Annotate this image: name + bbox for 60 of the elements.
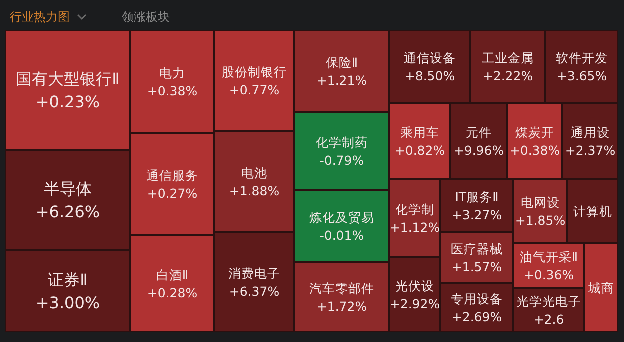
data-label: +2.37% [565, 143, 616, 158]
category-label: 乘用车 [400, 124, 440, 140]
category-label: 城商 [588, 280, 614, 296]
category-label: 光伏设 [396, 278, 434, 294]
data-label: +0.28% [147, 286, 198, 301]
data-label: +6.37% [229, 284, 280, 300]
category-label: 电网设 [521, 194, 560, 210]
category-label: 半导体 [44, 179, 92, 198]
category-label: 专用设备 [451, 291, 503, 306]
category-label: 证券Ⅱ [48, 270, 88, 290]
data-label: -0.01% [320, 228, 364, 244]
category-label: 炼化及贸易 [310, 210, 374, 225]
category-label: 通用设 [571, 124, 610, 140]
data-label: +1.57% [452, 260, 502, 275]
data-label: +2.69% [452, 310, 502, 325]
category-label: 白酒Ⅱ [156, 267, 189, 282]
category-label: 医疗器械 [451, 241, 503, 256]
data-label: +0.23% [36, 92, 100, 112]
category-label: 软件开发 [556, 50, 608, 66]
category-label: 化学制药 [316, 134, 368, 150]
data-label: +0.82% [394, 143, 446, 158]
data-label: +0.38% [510, 143, 560, 158]
data-label: +2.6 [534, 312, 564, 328]
category-label: 化学制 [396, 202, 434, 217]
category-label: 油气开采Ⅱ [520, 249, 578, 264]
category-label: 电力 [160, 65, 186, 80]
category-label: 计算机 [574, 204, 612, 219]
category-label: IT服务Ⅱ [455, 189, 499, 204]
category-label: 通信服务 [146, 168, 198, 183]
data-label: +0.77% [229, 82, 280, 98]
category-label: 保险Ⅱ [326, 54, 358, 70]
category-label: 国有大型银行Ⅱ [16, 69, 120, 88]
category-label: 股份制银行 [222, 64, 287, 80]
data-label: +1.21% [316, 73, 368, 88]
data-label: +1.12% [390, 220, 440, 236]
data-label: +8.50% [404, 68, 456, 84]
data-label: +6.26% [36, 202, 100, 222]
category-label: 通信设备 [404, 50, 456, 66]
data-label: +9.96% [454, 143, 504, 158]
category-label: 汽车零部件 [310, 280, 374, 296]
data-label: +3.00% [36, 294, 100, 313]
category-label: 工业金属 [482, 50, 534, 66]
data-label: +1.88% [229, 184, 280, 199]
category-label: 光学光电子 [516, 294, 582, 309]
data-label: +2.92% [390, 296, 440, 312]
data-label: +2.22% [482, 68, 534, 84]
text: 领涨板块 [122, 10, 170, 24]
category-label: 元件 [466, 124, 492, 140]
data-label: -0.79% [320, 153, 364, 168]
text: 行业热力图 [10, 10, 70, 24]
category-label: 电池 [242, 165, 268, 180]
data-label: +1.72% [316, 299, 368, 314]
data-label: +3.65% [556, 68, 608, 84]
category-label: 消费电子 [228, 266, 280, 281]
data-label: +0.36% [524, 268, 574, 283]
category-label: 煤炭开 [516, 124, 554, 140]
data-label: +0.38% [147, 84, 198, 99]
data-label: +1.85% [515, 213, 566, 228]
data-label: +0.27% [147, 186, 198, 202]
data-label: +3.27% [452, 208, 502, 223]
